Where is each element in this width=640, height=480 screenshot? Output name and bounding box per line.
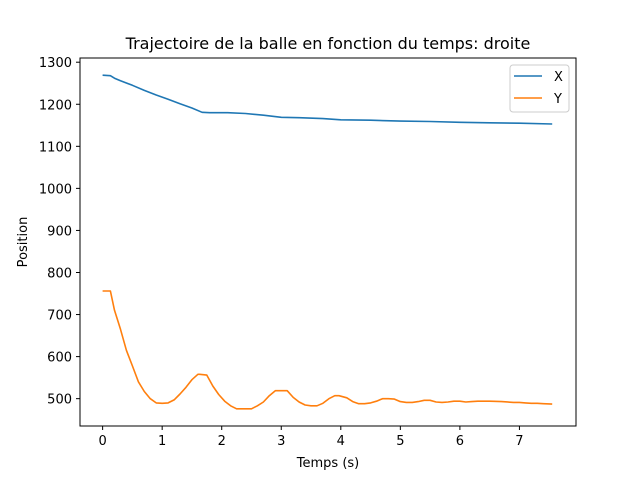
x-tick-label: 5 <box>396 434 404 449</box>
y-tick-label: 500 <box>47 393 72 408</box>
x-tick-label: 3 <box>277 434 285 449</box>
y-tick-label: 1200 <box>39 98 72 113</box>
y-axis: 500 600 700 800 900 1000 1100 1200 1300 <box>39 56 80 408</box>
x-axis: 0 1 2 3 4 5 6 7 <box>98 426 524 449</box>
y-tick-label: 800 <box>47 266 72 281</box>
y-tick-label: 900 <box>47 224 72 239</box>
x-tick-label: 0 <box>98 434 106 449</box>
x-tick-label: 4 <box>337 434 345 449</box>
y-tick-label: 1300 <box>39 56 72 71</box>
x-tick-label: 7 <box>515 434 523 449</box>
y-tick-label: 1000 <box>39 182 72 197</box>
series-line-x <box>102 74 553 125</box>
x-tick-label: 6 <box>456 434 464 449</box>
chart-title: Trajectoire de la balle en fonction du t… <box>125 34 531 53</box>
series-line-y <box>102 290 553 410</box>
x-tick-label: 2 <box>218 434 226 449</box>
y-tick-label: 600 <box>47 351 72 366</box>
axes-frame <box>79 57 577 427</box>
legend-label-y: Y <box>553 92 562 107</box>
plot-area <box>102 74 553 410</box>
x-tick-label: 1 <box>158 434 166 449</box>
legend-label-x: X <box>554 70 563 85</box>
x-axis-label: Temps (s) <box>296 456 359 471</box>
y-tick-label: 1100 <box>39 140 72 155</box>
y-axis-label: Position <box>16 217 31 268</box>
legend: XY <box>509 64 570 113</box>
y-tick-label: 700 <box>47 309 72 324</box>
